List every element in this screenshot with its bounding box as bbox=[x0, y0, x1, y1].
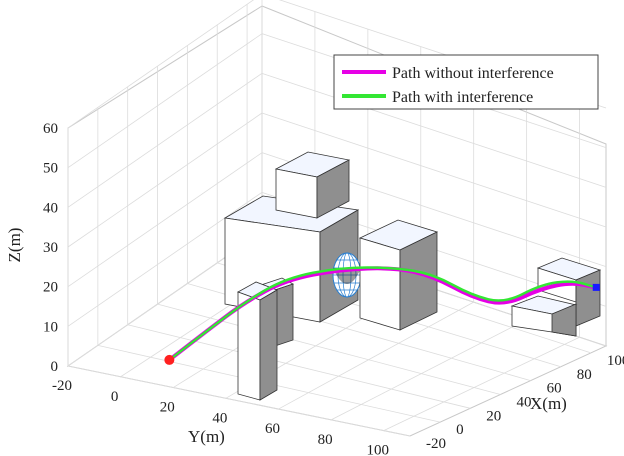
legend: Path without interference Path with inte… bbox=[333, 54, 599, 110]
spherical-obstacle bbox=[332, 252, 362, 298]
grid-line bbox=[67, 73, 263, 208]
x-tick-label: 60 bbox=[547, 381, 562, 397]
y-tick-label: 40 bbox=[212, 410, 227, 426]
legend-label-with-interference: Path with interference bbox=[392, 89, 533, 106]
y-tick-label: 20 bbox=[160, 400, 175, 416]
grid-line bbox=[67, 0, 255, 129]
y-tick-label: 100 bbox=[366, 443, 389, 456]
goal-marker bbox=[592, 283, 600, 291]
grid-line bbox=[383, 336, 580, 431]
z-tick-label: 30 bbox=[43, 240, 58, 256]
x-tick-label: -20 bbox=[426, 436, 446, 452]
series-path-with-interference bbox=[168, 266, 598, 362]
z-tick-label: 60 bbox=[43, 121, 58, 137]
x-axis-label: X(m) bbox=[530, 394, 567, 413]
z-tick-label: 20 bbox=[43, 280, 58, 296]
z-tick-label: 40 bbox=[43, 200, 58, 216]
step-block-bottom bbox=[551, 303, 577, 337]
grid-line bbox=[67, 33, 263, 168]
x-tick-label: 80 bbox=[577, 367, 592, 383]
grid-line bbox=[67, 112, 263, 248]
grid-line bbox=[261, 72, 607, 188]
legend-label-without-interference: Path without interference bbox=[392, 65, 554, 82]
tall-pillar-front bbox=[237, 291, 261, 401]
z-tick-label: 0 bbox=[51, 359, 59, 375]
grid-line bbox=[67, 365, 411, 437]
grid-line bbox=[278, 301, 474, 410]
y-axis-label: Y(m) bbox=[188, 427, 225, 446]
upper-block-side bbox=[316, 159, 350, 219]
legend-box bbox=[333, 54, 599, 110]
grid-line bbox=[157, 303, 501, 395]
x-axis-ticks: -20 0 20 40 60 80 100 bbox=[426, 353, 624, 452]
tall-pillar-side bbox=[259, 289, 278, 401]
start-marker bbox=[164, 354, 175, 365]
grid-line bbox=[67, 152, 263, 287]
upper-block-front bbox=[275, 168, 318, 219]
x-tick-label: 0 bbox=[456, 422, 464, 438]
y-tick-label: 80 bbox=[318, 432, 333, 448]
y-tick-label: -20 bbox=[52, 378, 72, 394]
z-axis-label: Z(m) bbox=[5, 228, 24, 263]
middle-block-front bbox=[359, 237, 401, 331]
x-tick-label: 20 bbox=[486, 408, 501, 424]
grid-line bbox=[330, 319, 527, 421]
grid-line bbox=[67, 192, 263, 327]
z-tick-label: 50 bbox=[43, 161, 58, 177]
grid-line bbox=[127, 324, 471, 409]
y-tick-label: 60 bbox=[265, 421, 280, 437]
z-axis-ticks: 0 10 20 30 40 50 60 bbox=[43, 121, 58, 375]
y-tick-label: 0 bbox=[111, 389, 119, 405]
grid-line bbox=[261, 112, 607, 228]
x-tick-label: 100 bbox=[607, 353, 624, 369]
y-axis-ticks: -20 0 20 40 60 80 100 bbox=[52, 378, 389, 456]
x-tick-label: 40 bbox=[516, 394, 531, 410]
step-block-side bbox=[575, 269, 601, 327]
z-tick-label: 10 bbox=[43, 319, 58, 335]
middle-block-side bbox=[399, 231, 438, 331]
